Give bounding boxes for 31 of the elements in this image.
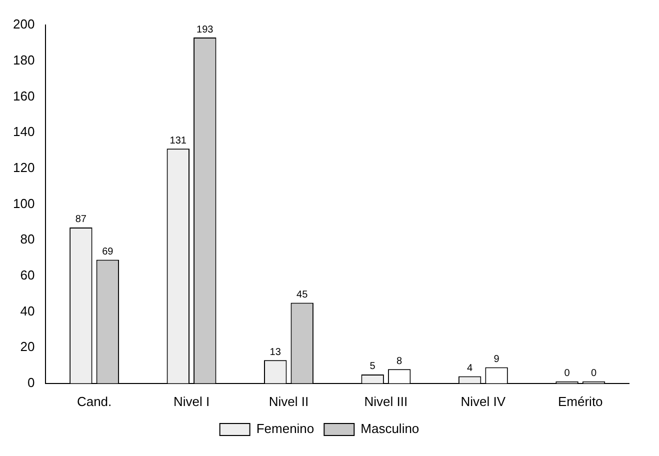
y-tick-label: 180 <box>12 52 35 68</box>
data-label: 0 <box>590 368 597 380</box>
data-label: 193 <box>196 24 214 36</box>
legend-label: Femenino <box>256 421 314 436</box>
x-tick-label: Emérito <box>558 394 603 409</box>
y-tick-label: 60 <box>20 267 35 282</box>
y-tick-label: 100 <box>12 196 35 211</box>
data-label: 5 <box>370 361 376 372</box>
data-label: 8 <box>396 356 403 367</box>
x-tick-label: Nivel III <box>364 394 408 409</box>
x-tick-label: Nivel II <box>268 394 309 409</box>
y-tick-label: 0 <box>27 374 35 390</box>
y-tick-label: 80 <box>20 232 35 247</box>
data-label: 0 <box>564 368 570 380</box>
data-label: 87 <box>75 214 87 226</box>
data-label: 4 <box>467 362 474 374</box>
y-tick-label: 120 <box>12 160 35 175</box>
legend-label: Masculino <box>360 421 420 436</box>
data-label: 45 <box>296 290 308 301</box>
x-tick-label: Nivel IV <box>460 394 506 409</box>
data-label: 69 <box>102 246 114 258</box>
data-label: 9 <box>494 354 500 366</box>
y-tick-label: 20 <box>20 339 35 354</box>
y-tick-label: 140 <box>12 124 35 140</box>
x-tick-label: Cand. <box>76 394 112 409</box>
data-label: 13 <box>270 346 282 358</box>
y-tick-label: 160 <box>12 88 35 104</box>
y-tick-label: 200 <box>12 16 35 32</box>
x-tick-label: Nivel I <box>173 394 210 409</box>
data-label: 131 <box>170 135 187 146</box>
y-tick-label: 40 <box>20 303 35 318</box>
